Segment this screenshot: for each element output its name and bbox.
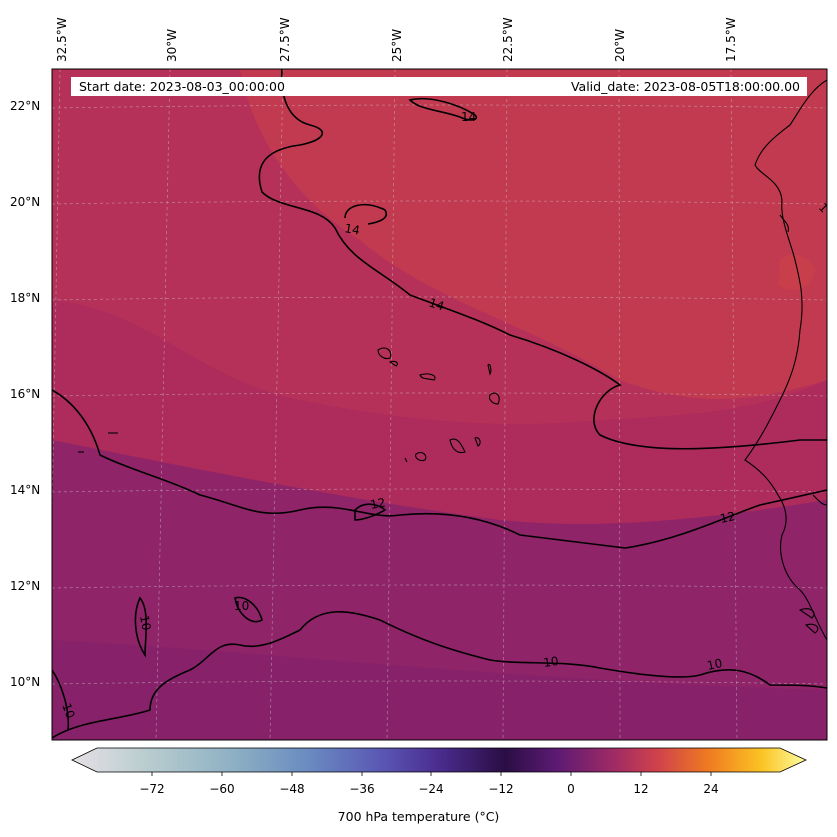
contour-10 [52,611,827,739]
longitude-label: 20°W [613,28,627,62]
contour-10-sw [52,669,70,731]
contour-10-small [234,596,263,623]
map-frame [51,68,828,741]
colorbar-label: 700 hPa temperature (°C) [337,809,500,824]
contour-label: 14 [461,110,476,124]
colorbar-tick-label: −36 [349,782,375,796]
temperature-field [52,69,827,740]
contour-label: 10 [59,701,77,720]
temperature-contours [52,69,827,739]
longitude-label: 22.5°W [501,17,515,62]
colorbar-tick-label: −48 [279,782,305,796]
contour-14-island [344,203,387,225]
longitude-label: 30°W [165,28,179,62]
contour-label: 10 [137,614,153,631]
contour-label: 12 [719,509,737,526]
contour-14-main [258,69,827,450]
colorbar-tick-label: −12 [488,782,514,796]
colorbar-tick-label: −72 [139,782,165,796]
contour-10-west [134,596,148,658]
latitude-label: 18°N [10,291,41,305]
latitude-label: 22°N [10,99,41,113]
colorbar-tick-label: 0 [567,782,575,796]
gridlines [52,69,827,740]
latitude-label: 16°N [10,387,41,401]
contour-14-top [408,97,478,121]
longitude-label: 27.5°W [278,17,292,62]
africa-coast [744,79,827,641]
contour-12 [52,389,827,549]
colorbar-tick-label: −24 [418,782,444,796]
coastlines [78,79,827,641]
contour-label: 10 [706,656,724,673]
contour-label: 10 [234,599,249,613]
contour-labels: 14 14 14 12 12 10 10 10 10 10 1 [59,110,831,720]
colorbar-ticks [151,772,712,776]
longitude-label: 25°W [390,28,404,62]
longitude-label: 32.5°W [55,17,69,62]
colorbar-tick-label: 24 [703,782,719,796]
contour-label: 14 [343,221,360,237]
date-header-box [71,77,807,96]
valid-date-label: Valid_date: 2023-08-05T18:00:00.00 [570,79,800,94]
latitude-label: 20°N [10,195,41,209]
colorbar-tick-label: −60 [209,782,235,796]
longitude-label: 17.5°W [724,17,738,62]
latitude-label: 12°N [10,579,41,593]
colorbar [71,747,807,776]
start-date-label: Start date: 2023-08-03_00:00:00 [79,79,285,94]
contour-label: 10 [542,654,559,670]
colorbar-body [71,747,807,773]
contour-label: 12 [369,496,386,512]
colorbar-tick-label: 12 [633,782,649,796]
latitude-label: 14°N [10,483,41,497]
latitude-label: 10°N [10,675,41,689]
contour-12-small [354,503,387,521]
contour-label: 14 [427,296,446,314]
